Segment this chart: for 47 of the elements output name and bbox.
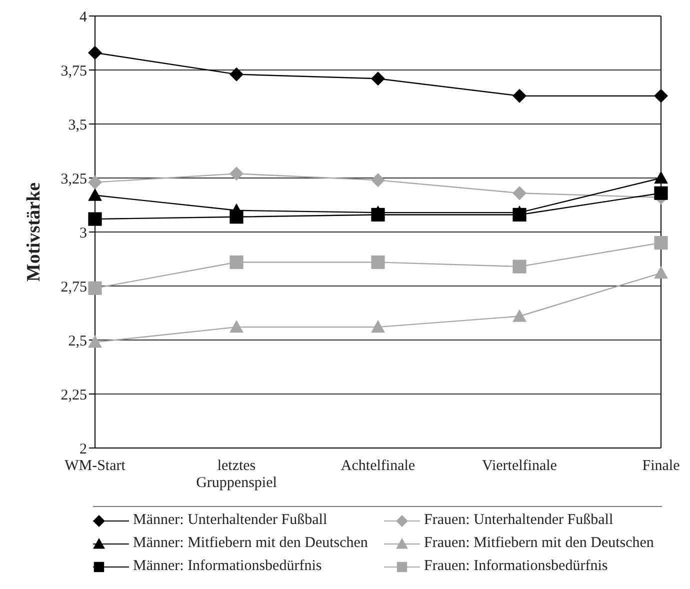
- point: [654, 266, 668, 279]
- point: [88, 46, 102, 60]
- point: [512, 208, 526, 222]
- point: [654, 171, 668, 184]
- point: [654, 236, 668, 250]
- point: [230, 67, 244, 82]
- point: [654, 186, 668, 200]
- legend-label: Frauen: Unterhaltender Fußball: [424, 512, 614, 529]
- point: [512, 88, 526, 103]
- point: [230, 166, 244, 181]
- point: [88, 188, 102, 201]
- point: [88, 175, 102, 190]
- point: [88, 335, 102, 348]
- point: [512, 260, 526, 274]
- x-tick-label: Finale: [642, 458, 680, 474]
- y-tick-label: 2,25: [60, 387, 87, 404]
- point: [88, 281, 102, 295]
- x-tick-label: letztes Gruppenspiel: [196, 458, 277, 491]
- y-tick-label: 4: [80, 9, 88, 26]
- x-tick-label: WM-Start: [64, 458, 126, 474]
- point: [371, 320, 385, 333]
- point: [230, 255, 244, 270]
- point: [371, 72, 385, 86]
- legend-label: Männer: Unterhaltender Fußball: [133, 512, 328, 529]
- y-tick-label: 3,25: [60, 171, 87, 188]
- point: [88, 212, 102, 226]
- point: [654, 88, 668, 103]
- legend-label: Frauen: Informationsbedürfnis: [424, 558, 608, 575]
- point: [371, 173, 385, 188]
- y-tick-label: 2: [80, 441, 87, 458]
- x-tick-label: Achtelfinale: [340, 458, 416, 474]
- y-tick-label: 3: [80, 225, 87, 242]
- point: [230, 320, 244, 333]
- point: [512, 309, 526, 322]
- y-tick-label: 2,75: [60, 279, 87, 296]
- point: [230, 210, 244, 224]
- legend-label: Männer: Informationsbedürfnis: [133, 558, 322, 575]
- legend-label: Männer: Mitfiebern mit den Deutschen: [133, 535, 368, 552]
- y-tick-label: 3,75: [60, 63, 87, 80]
- point: [512, 186, 526, 200]
- legend-label: Frauen: Mitfiebern mit den Deutschen: [424, 535, 654, 552]
- x-tick-label: Viertelfinale: [482, 458, 558, 474]
- point: [371, 208, 385, 222]
- point: [371, 255, 385, 270]
- y-tick-label: 3,5: [68, 117, 87, 134]
- y-axis-title: Motivstärke: [24, 182, 45, 282]
- y-tick-label: 2,5: [68, 333, 87, 350]
